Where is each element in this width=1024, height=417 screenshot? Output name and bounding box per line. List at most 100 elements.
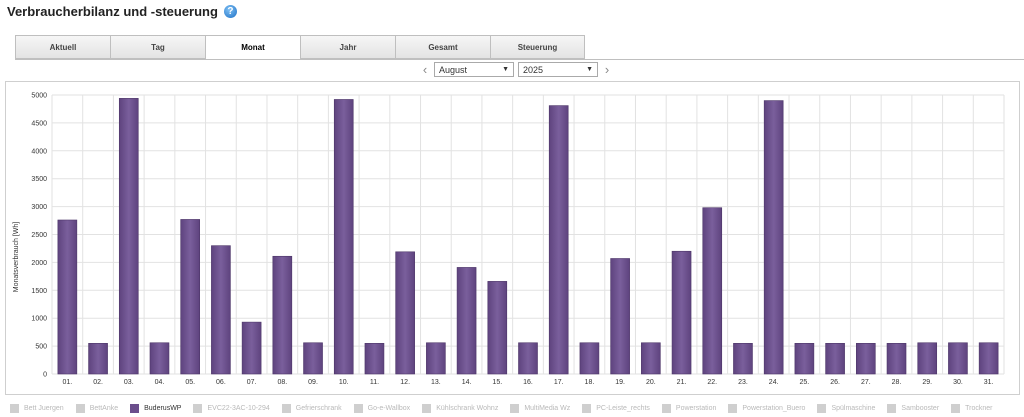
tab-tag[interactable]: Tag — [110, 35, 205, 59]
legend-item[interactable]: Powerstation_Buero — [728, 404, 805, 413]
legend-swatch — [728, 404, 738, 413]
help-icon[interactable]: ? — [223, 5, 237, 18]
legend-item[interactable]: PC-Leiste_rechts — [582, 404, 650, 413]
y-tick-label: 2500 — [31, 232, 47, 239]
bar[interactable] — [364, 343, 385, 375]
bar[interactable] — [702, 207, 723, 375]
bar[interactable] — [272, 255, 293, 375]
legend-item[interactable]: MultiMedia Wz — [510, 404, 570, 413]
legend-label: Go-e-Wallbox — [367, 405, 411, 412]
y-tick-label: 0 — [43, 372, 47, 379]
bar[interactable] — [149, 342, 170, 375]
y-tick-label: 2000 — [31, 260, 47, 267]
x-tick-label: 24. — [769, 379, 779, 386]
x-tick-label: 23. — [738, 379, 748, 386]
legend-swatch — [422, 404, 432, 413]
bar[interactable] — [426, 342, 446, 375]
bar[interactable] — [456, 267, 477, 375]
x-tick-label: 04. — [155, 379, 165, 386]
month-select[interactable]: August ▼ — [434, 62, 514, 77]
tab-aktuell[interactable]: Aktuell — [15, 35, 110, 59]
x-tick-label: 20. — [646, 379, 656, 386]
tab-jahr[interactable]: Jahr — [300, 35, 395, 59]
x-tick-label: 30. — [953, 379, 963, 386]
legend-label: MultiMedia Wz — [524, 405, 571, 412]
x-tick-label: 19. — [615, 379, 625, 386]
legend-item[interactable]: Sambooster — [887, 404, 939, 413]
legend-swatch — [193, 404, 203, 413]
x-tick-label: 13. — [431, 379, 441, 386]
y-tick-label: 4000 — [31, 148, 47, 155]
legend-item[interactable]: Kühlschrank Wohnz — [422, 404, 498, 413]
consumption-chart: 0 500 1000 1500 2000 2500 3000 3500 4000 4500 5000… — [13, 93, 1005, 386]
bar[interactable] — [641, 342, 661, 375]
x-tick-label: 10. — [339, 379, 349, 386]
chevron-down-icon: ▼ — [586, 66, 593, 73]
chevron-right-icon[interactable]: › — [604, 62, 610, 77]
bar[interactable] — [579, 342, 600, 375]
bar[interactable] — [948, 342, 968, 375]
y-tick-label: 1500 — [31, 288, 47, 295]
bar[interactable] — [548, 105, 569, 375]
bar[interactable] — [518, 342, 538, 375]
x-tick-label: 11. — [370, 379, 379, 386]
x-tick-label: 09. — [308, 379, 318, 386]
bar[interactable] — [241, 321, 262, 375]
tab-monat[interactable]: Monat — [205, 35, 300, 60]
legend-item[interactable]: Powerstation — [661, 404, 716, 413]
period-selector: ‹ August ▼ 2025 ▼ › — [418, 62, 614, 77]
legend-item[interactable]: BuderusWP — [130, 404, 181, 413]
legend-label: BuderusWP — [144, 405, 182, 412]
legend-label: PC-Leiste_rechts — [596, 405, 650, 412]
legend-swatch — [887, 404, 897, 413]
y-tick-label: 1000 — [31, 316, 47, 323]
legend-swatch — [75, 404, 85, 413]
legend-item[interactable]: BettAnke — [75, 404, 118, 413]
bar[interactable] — [763, 100, 784, 375]
legend-label: Gefrierschrank — [295, 405, 342, 412]
x-tick-label: 02. — [93, 379, 103, 386]
bar[interactable] — [211, 245, 231, 375]
legend-swatch — [582, 404, 592, 413]
legend-item[interactable]: Bett Juergen — [10, 404, 64, 413]
bar[interactable] — [610, 258, 630, 375]
bar[interactable] — [333, 99, 354, 375]
bar[interactable] — [671, 250, 692, 375]
bar[interactable] — [88, 343, 108, 375]
bar[interactable] — [856, 343, 876, 375]
legend-swatch — [951, 404, 961, 413]
x-tick-label: 29. — [922, 379, 932, 386]
bar[interactable] — [180, 219, 200, 375]
x-tick-label: 06. — [216, 379, 226, 386]
year-select[interactable]: 2025 ▼ — [518, 62, 598, 77]
legend-swatch — [130, 404, 140, 413]
legend-item[interactable]: Spülmaschine — [817, 404, 875, 413]
legend-item[interactable]: Trockner — [951, 404, 993, 413]
x-tick-label: 16. — [523, 379, 533, 386]
page-title: Verbraucherbilanz und -steuerung ? — [7, 4, 237, 19]
bar[interactable] — [886, 343, 907, 375]
bar[interactable] — [794, 343, 815, 375]
x-tick-label: 21. — [677, 379, 687, 386]
bar[interactable] — [917, 342, 938, 375]
bar[interactable] — [978, 342, 999, 375]
bar[interactable] — [487, 281, 508, 375]
chevron-left-icon[interactable]: ‹ — [422, 62, 428, 77]
y-tick-label: 3000 — [31, 204, 47, 211]
bar[interactable] — [118, 98, 139, 375]
legend: Bett Juergen BettAnke BuderusWP EVC22-3AC-1… — [10, 404, 1005, 413]
bar[interactable] — [825, 343, 845, 375]
legend-item[interactable]: Gefrierschrank — [281, 404, 342, 413]
bar[interactable] — [395, 251, 415, 375]
bar[interactable] — [303, 342, 323, 375]
legend-label: Trockner — [965, 405, 993, 412]
legend-item[interactable]: Go-e-Wallbox — [353, 404, 411, 413]
bar[interactable] — [733, 343, 753, 375]
tab-steuerung[interactable]: Steuerung — [490, 35, 585, 59]
tab-gesamt[interactable]: Gesamt — [395, 35, 490, 59]
legend-label: Spülmaschine — [831, 405, 876, 412]
bar[interactable] — [57, 219, 78, 375]
x-tick-label: 25. — [800, 379, 810, 386]
y-tick-label: 3500 — [31, 176, 47, 183]
legend-item[interactable]: EVC22-3AC-10-294 — [193, 404, 270, 413]
